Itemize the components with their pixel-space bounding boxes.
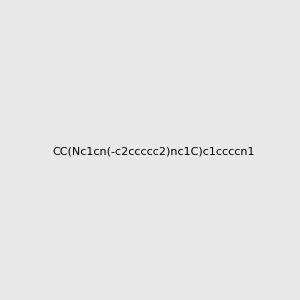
Text: CC(Nc1cn(-c2ccccc2)nc1C)c1ccccn1: CC(Nc1cn(-c2ccccc2)nc1C)c1ccccn1 (52, 146, 255, 157)
